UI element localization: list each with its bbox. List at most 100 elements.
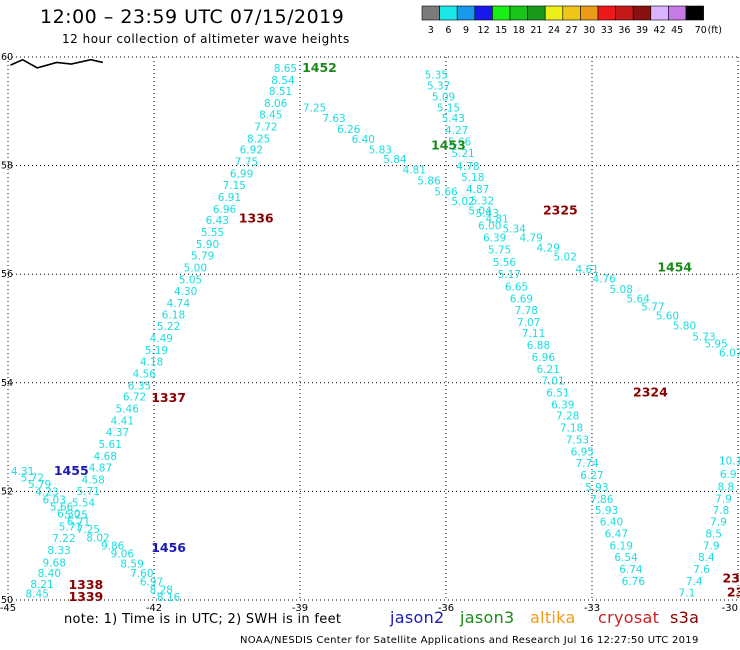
wave-height-point: 7.4 [686, 576, 703, 588]
colorscale-tick-label: 42 [654, 25, 666, 36]
wave-height-point: 5.83 [369, 145, 392, 157]
wave-height-point: 6.30 [57, 508, 80, 520]
wave-height-point: 7.9 [715, 493, 732, 505]
wave-height-point: 9.68 [43, 557, 66, 569]
pass-time-label: 1339 [68, 589, 103, 604]
wave-height-point: 5.35 [425, 70, 448, 82]
wave-height-point: 6.51 [546, 387, 569, 399]
pass-time-label: 1453 [431, 137, 466, 152]
wave-height-point: 6.71 [67, 517, 90, 529]
pass-time-label: 1452 [302, 60, 337, 75]
wave-height-point: 5.43 [476, 208, 499, 220]
wave-height-point: 4.27 [445, 125, 468, 137]
wave-height-point: 5.32 [471, 196, 494, 208]
wave-height-point: 6.69 [510, 293, 533, 305]
wave-height-point: 7.01 [541, 375, 564, 387]
colorscale-tick-label: 6 [445, 25, 451, 36]
wave-height-point: 5.84 [383, 154, 407, 166]
wave-height-point: 5.86 [417, 176, 441, 188]
wave-height-point: 6.54 [614, 552, 638, 564]
wave-height-point: 6.39 [483, 233, 506, 245]
wave-height-point: 6.96 [213, 204, 237, 216]
wave-height-point: 7.22 [52, 533, 75, 545]
wave-height-point: 5.95 [704, 339, 727, 351]
y-tick-label: 60 [1, 52, 13, 63]
wave-height-point: 5.21 [451, 148, 474, 160]
wave-height-point: 7.72 [254, 121, 277, 133]
wave-height-point: 4.76 [592, 273, 616, 285]
wave-height-point: 5.79 [28, 479, 51, 491]
wave-height-point: 6.96 [532, 352, 556, 364]
wave-height-point: 6.88 [527, 340, 550, 352]
wave-height-point: 7.11 [522, 328, 545, 340]
pass-time-label: 2325 [543, 202, 578, 217]
wave-height-point: 5.61 [99, 439, 122, 451]
wave-height-point: 5.22 [157, 321, 180, 333]
wave-height-point: 5.04 [468, 205, 492, 217]
colorscale-tick-label: 12 [478, 25, 490, 36]
wave-height-point: 6.47 [605, 529, 628, 541]
wave-height-point: 5.66 [434, 186, 458, 198]
wave-height-point: 5.37 [427, 81, 450, 93]
legend-altika: altika [530, 608, 576, 627]
wave-height-point: 7.53 [566, 435, 589, 447]
wave-height-point: 4.87 [466, 184, 489, 196]
wave-height-point: 6.40 [352, 134, 375, 146]
x-tick-label: -45 [0, 603, 16, 614]
wave-height-point: 6.39 [551, 399, 574, 411]
colorscale-swatch [685, 5, 704, 21]
wave-height-point: 5.66 [50, 501, 74, 513]
wave-height-point: 5.64 [627, 293, 651, 305]
wave-height-point: 5.93 [595, 505, 618, 517]
wave-height-point: 4.49 [150, 333, 173, 345]
wave-height-point: 6.65 [505, 281, 528, 293]
legend-jason2: jason2 [390, 608, 445, 627]
wave-height-point: 6.74 [619, 564, 643, 576]
colorscale-tick-label: 3 [428, 25, 434, 36]
y-tick-label: 58 [1, 161, 13, 172]
y-tick-label: 52 [1, 486, 13, 497]
colorscale-tick-label: 15 [495, 25, 507, 36]
wave-height-point: 5.79 [191, 251, 214, 263]
wave-height-point: 8.45 [26, 588, 49, 600]
footnote: note: 1) Time is in UTC; 2) SWH is in fe… [64, 612, 342, 627]
x-tick-label: -39 [292, 603, 308, 614]
pass-time-label: 232 [723, 571, 740, 586]
wave-height-point: 4.58 [81, 474, 104, 486]
wave-height-point: 6.00 [478, 221, 501, 233]
wave-height-point: 4.29 [537, 242, 560, 254]
wave-height-point: 7.60 [130, 568, 153, 580]
wave-height-point: 4.79 [519, 233, 542, 245]
wave-height-point: 4.31 [11, 466, 34, 478]
wave-height-point: 4.81 [403, 165, 426, 177]
wave-height-point: 5.60 [656, 310, 679, 322]
colorscale-tick-label: 18 [513, 25, 525, 36]
wave-height-point: 6.92 [240, 145, 263, 157]
x-tick-label: -30 [722, 603, 738, 614]
wave-height-point: 6.43 [206, 215, 229, 227]
page-subtitle: 12 hour collection of altimeter wave hei… [62, 32, 350, 46]
y-tick-label: 54 [1, 378, 13, 389]
wave-height-point: 4.61 [575, 264, 598, 276]
wave-height-point: 8.5 [705, 529, 722, 541]
legend-s3a: s3a [670, 608, 700, 627]
wave-height-point: 5.71 [59, 521, 82, 533]
wave-height-point: 5.43 [442, 113, 465, 125]
colorscale-tick-label: 27 [566, 25, 578, 36]
wave-height-point: 7.9 [703, 541, 720, 553]
x-tick-label: -42 [146, 603, 162, 614]
wave-height-point: 7.18 [560, 423, 583, 435]
wave-height-point: 4.81 [485, 214, 508, 226]
wave-height-point: 4.56 [133, 368, 157, 380]
wave-height-point: 5.71 [77, 486, 100, 498]
wave-height-point: 7.28 [556, 411, 579, 423]
wave-height-point: 8.8 [717, 481, 734, 493]
wave-height-point: 5.17 [498, 269, 521, 281]
wave-height-point: 5.34 [502, 223, 526, 235]
pass-time-label: 1456 [151, 540, 186, 555]
wave-height-point: 8.21 [30, 579, 53, 591]
wave-height-point: 5.77 [641, 302, 664, 314]
pass-time-label: 1337 [151, 390, 186, 405]
credit-line: NOAA/NESDIS Center for Satellite Applica… [240, 635, 699, 646]
